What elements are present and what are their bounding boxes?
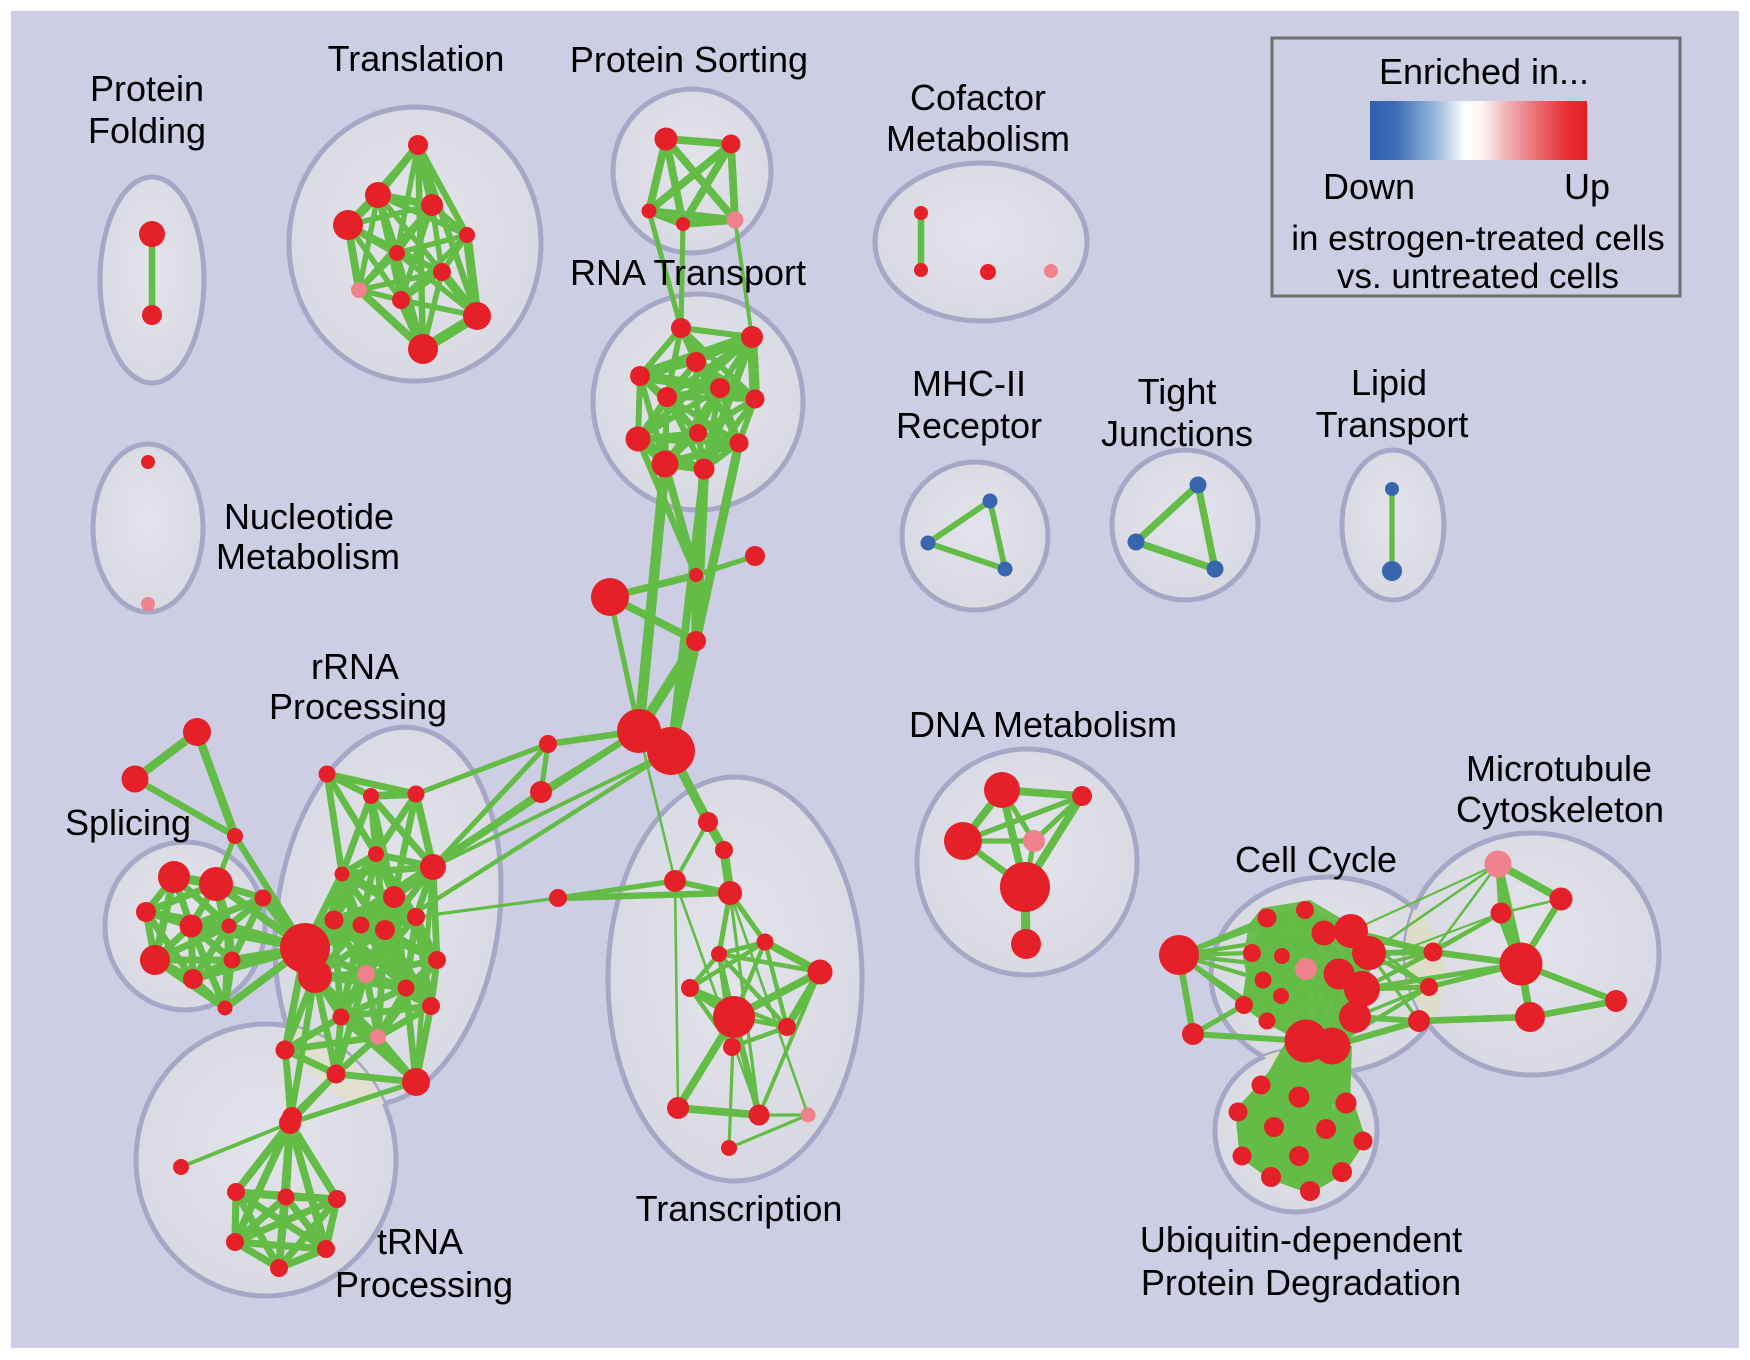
svg-text:Metabolism: Metabolism: [886, 118, 1070, 159]
svg-text:Microtubule: Microtubule: [1466, 748, 1652, 789]
svg-text:Cell Cycle: Cell Cycle: [1235, 839, 1397, 880]
svg-text:Tight: Tight: [1138, 371, 1217, 412]
svg-text:Lipid: Lipid: [1351, 362, 1427, 403]
svg-text:RNA Transport: RNA Transport: [570, 252, 806, 293]
svg-text:Transcription: Transcription: [636, 1188, 843, 1229]
svg-text:DNA Metabolism: DNA Metabolism: [909, 704, 1177, 745]
svg-text:MHC-II: MHC-II: [912, 363, 1026, 404]
svg-text:Down: Down: [1323, 166, 1415, 207]
svg-text:Translation: Translation: [328, 38, 505, 79]
svg-text:Junctions: Junctions: [1101, 413, 1253, 454]
svg-text:Processing: Processing: [335, 1264, 513, 1305]
svg-text:Processing: Processing: [269, 686, 447, 727]
svg-text:tRNA: tRNA: [377, 1221, 463, 1262]
svg-text:Ubiquitin-dependent: Ubiquitin-dependent: [1140, 1219, 1462, 1260]
svg-text:Receptor: Receptor: [896, 405, 1042, 446]
svg-text:Nucleotide: Nucleotide: [224, 496, 394, 537]
svg-text:Cytoskeleton: Cytoskeleton: [1456, 789, 1664, 830]
svg-text:Splicing: Splicing: [65, 802, 191, 843]
svg-text:rRNA: rRNA: [311, 646, 399, 687]
svg-text:Enriched in...: Enriched in...: [1379, 51, 1589, 92]
svg-text:Metabolism: Metabolism: [216, 536, 400, 577]
svg-text:Transport: Transport: [1316, 404, 1469, 445]
svg-text:Protein Sorting: Protein Sorting: [570, 39, 808, 80]
svg-text:Protein: Protein: [90, 68, 204, 109]
svg-text:vs. untreated cells: vs. untreated cells: [1337, 257, 1619, 296]
svg-text:Folding: Folding: [88, 110, 206, 151]
svg-text:in estrogen-treated cells: in estrogen-treated cells: [1291, 219, 1665, 258]
svg-text:Up: Up: [1564, 166, 1610, 207]
svg-text:Cofactor: Cofactor: [910, 77, 1046, 118]
svg-text:Protein Degradation: Protein Degradation: [1141, 1262, 1461, 1303]
